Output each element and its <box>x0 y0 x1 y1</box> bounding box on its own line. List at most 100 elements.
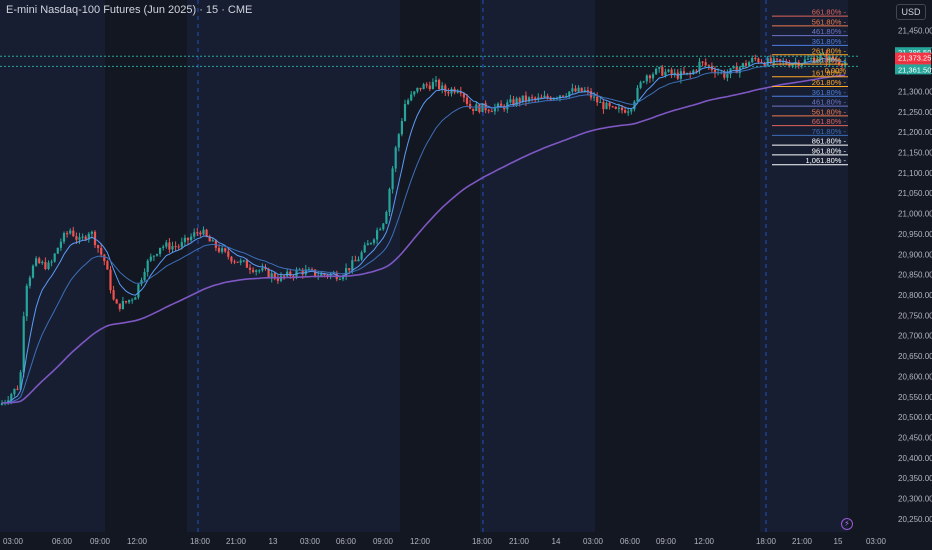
candle-body <box>140 279 143 285</box>
y-tick-label: 20,750.00 <box>898 311 932 320</box>
candle-body <box>87 233 90 240</box>
candle-body <box>800 63 803 67</box>
fib-label: 361.80% - <box>812 88 847 97</box>
candle-body <box>75 236 78 240</box>
y-tick-label: 20,550.00 <box>898 393 932 402</box>
candle-body <box>180 242 183 247</box>
candle-body <box>118 303 121 309</box>
candle-body <box>813 58 816 63</box>
candle-body <box>679 71 682 79</box>
candle-body <box>806 58 810 60</box>
currency-button[interactable]: USD <box>896 4 926 20</box>
candle-body <box>190 236 193 241</box>
candle-body <box>400 120 403 135</box>
candle-body <box>295 269 298 277</box>
candle-body <box>183 237 186 243</box>
x-tick-label: 18:00 <box>190 537 211 546</box>
candle-body <box>283 275 286 277</box>
candle-body <box>407 100 410 104</box>
candle-body <box>627 111 630 113</box>
candle-body <box>103 254 106 262</box>
price-label-bg <box>895 47 931 58</box>
candle-body <box>810 58 813 60</box>
x-tick-label: 18:00 <box>756 537 777 546</box>
candle-body <box>416 87 419 92</box>
y-axis-panel <box>860 0 932 550</box>
candle-body <box>732 66 735 69</box>
candle-body <box>841 64 844 66</box>
chart-title[interactable]: E-mini Nasdaq-100 Futures (Jun 2025) · 1… <box>6 4 253 16</box>
fib-label: 261.80% - <box>812 78 847 87</box>
x-tick-label: 21:00 <box>226 537 247 546</box>
candle-body <box>66 233 69 235</box>
y-tick-label: 20,450.00 <box>898 433 932 442</box>
candle-body <box>100 247 103 255</box>
candle-body <box>472 108 475 111</box>
candle-body <box>633 101 636 110</box>
candle-body <box>527 97 531 102</box>
candle-body <box>351 260 354 271</box>
candle-body <box>444 85 447 93</box>
candle-body <box>205 229 208 237</box>
price-label-text: 21,373.25 <box>898 54 931 63</box>
x-tick-label: 14 <box>552 537 561 546</box>
lightning-icon[interactable]: ⚡ <box>841 518 853 530</box>
candle-body <box>360 252 363 260</box>
candle-body <box>44 261 47 269</box>
x-tick-label: 13 <box>269 537 278 546</box>
candle-body <box>264 268 267 270</box>
candle-body <box>7 400 10 403</box>
y-tick-label: 20,400.00 <box>898 454 932 463</box>
y-tick-label: 21,050.00 <box>898 189 932 198</box>
candle-body <box>791 63 794 67</box>
candle-body <box>723 71 726 78</box>
candle-body <box>13 388 16 395</box>
price-label-text: 21,361.50 <box>898 65 931 74</box>
candle-body <box>270 273 273 278</box>
candle-body <box>354 260 357 262</box>
fib-label: 661.80% - <box>812 117 847 126</box>
candle-body <box>583 90 586 92</box>
candle-body <box>124 301 128 303</box>
candle-body <box>307 269 310 271</box>
candle-body <box>686 72 689 74</box>
candle-body <box>391 168 394 190</box>
y-tick-label: 20,900.00 <box>898 250 932 259</box>
candle-body <box>41 261 44 264</box>
candle-body <box>782 61 785 63</box>
fib-label: 961.80% - <box>812 146 847 155</box>
candle-body <box>162 246 165 248</box>
fib-levels: 661.80% -561.80% -461.80% -361.80% -261.… <box>772 8 848 166</box>
candle-body <box>828 56 831 63</box>
candle-body <box>128 299 131 303</box>
candle-body <box>648 75 651 79</box>
x-tick-label: 03:00 <box>300 537 321 546</box>
candle-body <box>481 103 484 113</box>
candle-body <box>568 91 571 97</box>
candle-body <box>692 70 695 75</box>
ma-slow-line <box>1 74 846 404</box>
candle-body <box>534 97 537 100</box>
price-label-bg <box>895 52 931 63</box>
candle-body <box>425 84 428 86</box>
fib-label: 361.80% - <box>812 37 847 46</box>
y-tick-label: 21,450.00 <box>898 26 932 35</box>
candle-body <box>348 268 351 271</box>
y-tick-label: 20,800.00 <box>898 291 932 300</box>
candle-body <box>695 70 698 72</box>
candle-body <box>230 256 233 262</box>
candle-body <box>252 269 255 272</box>
candle-body <box>16 388 19 390</box>
candle-body <box>419 87 422 90</box>
candle-body <box>199 232 202 235</box>
candle-body <box>531 97 534 99</box>
candle-body <box>496 103 500 108</box>
x-tick-label: 12:00 <box>410 537 431 546</box>
candle-body <box>713 69 717 74</box>
y-tick-label: 21,200.00 <box>898 128 932 137</box>
candle-body <box>624 110 627 113</box>
fib-label: 661.80% - <box>812 8 847 17</box>
candle-body <box>394 147 397 169</box>
candle-body <box>10 394 13 401</box>
